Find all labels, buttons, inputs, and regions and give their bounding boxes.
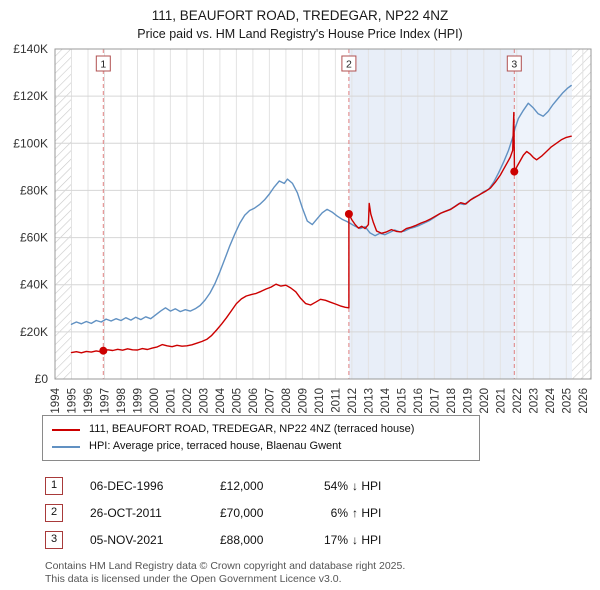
transaction-date: 26-OCT-2011 bbox=[90, 505, 162, 520]
y-tick-label: £20K bbox=[20, 325, 48, 339]
y-tick-label: £100K bbox=[13, 136, 48, 150]
hpi-percent: 54% bbox=[323, 478, 348, 493]
transaction-price: £12,000 bbox=[220, 478, 264, 493]
page-title: 111, BEAUFORT ROAD, TREDEGAR, NP22 4NZ bbox=[151, 8, 449, 23]
legend-label: 111, BEAUFORT ROAD, TREDEGAR, NP22 4NZ (… bbox=[89, 423, 415, 435]
x-tick-label: 2017 bbox=[429, 388, 441, 414]
x-tick-label: 1998 bbox=[116, 388, 128, 414]
x-tick-label: 2009 bbox=[297, 388, 309, 414]
x-tick-label: 2018 bbox=[446, 388, 458, 414]
plot-border bbox=[54, 48, 592, 380]
sale-number-flag: 3 bbox=[506, 55, 522, 72]
sale-number-flag: 2 bbox=[341, 55, 357, 72]
x-tick-label: 2010 bbox=[314, 388, 326, 414]
x-tick-label: 1997 bbox=[100, 388, 112, 414]
ownership-band bbox=[514, 49, 572, 379]
x-tick-label: 2001 bbox=[165, 388, 177, 414]
x-tick-label: 2026 bbox=[578, 388, 590, 414]
svg-text:1: 1 bbox=[100, 59, 106, 71]
x-tick-label: 2003 bbox=[198, 388, 210, 414]
transaction-number-badge: 2 bbox=[45, 503, 63, 522]
transaction-row: 3 05-NOV-2021 £88,000 17% ↓ HPI bbox=[45, 526, 600, 553]
y-tick-label: £120K bbox=[13, 89, 48, 103]
x-tick-label: 2023 bbox=[528, 388, 540, 414]
ownership-band bbox=[348, 49, 515, 379]
legend-item: HPI: Average price, terraced house, Blae… bbox=[52, 438, 470, 455]
sale-number-flag: 1 bbox=[95, 55, 111, 72]
transaction-row: 2 26-OCT-2011 £70,000 6% ↑ HPI bbox=[45, 499, 600, 526]
hpi-line bbox=[70, 84, 572, 325]
transactions-table: 1 06-DEC-1996 £12,000 54% ↓ HPI 2 26-OCT-2011 £… bbox=[45, 472, 600, 553]
y-tick-label: £140K bbox=[13, 43, 48, 56]
x-tick-label: 2000 bbox=[149, 388, 161, 414]
transaction-hpi-delta: 6% ↑ HPI bbox=[320, 505, 382, 520]
x-tick-label: 2011 bbox=[330, 388, 342, 413]
transaction-date: 05-NOV-2021 bbox=[90, 532, 164, 547]
x-tick-label: 2008 bbox=[281, 388, 293, 414]
sale-point-marker bbox=[344, 210, 353, 218]
footer-line2: This data is licensed under the Open Gov… bbox=[45, 573, 342, 585]
price-paid-line bbox=[70, 111, 572, 354]
chart-legend: 111, BEAUFORT ROAD, TREDEGAR, NP22 4NZ (… bbox=[42, 415, 480, 461]
x-tick-label: 2019 bbox=[462, 388, 474, 414]
y-tick-label: £60K bbox=[20, 231, 48, 245]
x-tick-label: 2007 bbox=[264, 388, 276, 414]
x-tick-label: 2016 bbox=[413, 388, 425, 414]
sale-point-marker bbox=[99, 346, 108, 355]
x-tick-label: 2024 bbox=[545, 387, 557, 413]
hpi-percent: 6% bbox=[330, 505, 348, 520]
x-tick-label: 2013 bbox=[363, 388, 375, 414]
x-tick-label: 2012 bbox=[347, 388, 359, 414]
transaction-hpi-delta: 17% ↓ HPI bbox=[320, 533, 381, 547]
sale-point-marker bbox=[510, 167, 519, 176]
x-tick-label: 2022 bbox=[512, 388, 524, 414]
x-tick-label: 2005 bbox=[231, 388, 243, 414]
svg-text:2: 2 bbox=[346, 59, 352, 71]
x-tick-label: 2006 bbox=[248, 388, 260, 414]
no-data-hatch-left bbox=[55, 49, 72, 379]
y-tick-label: £40K bbox=[20, 278, 48, 292]
x-tick-label: 2002 bbox=[182, 388, 194, 414]
legend-line-swatch bbox=[52, 428, 80, 431]
legend-label: HPI: Average price, terraced house, Blae… bbox=[89, 440, 342, 452]
x-tick-label: 1994 bbox=[50, 387, 62, 413]
transaction-date: 06-DEC-1996 bbox=[90, 478, 164, 493]
copyright-footer: Contains HM Land Registry data © Crown c… bbox=[45, 560, 600, 586]
transaction-price: £88,000 bbox=[220, 532, 264, 547]
transaction-number-badge: 3 bbox=[45, 530, 63, 549]
transaction-row: 1 06-DEC-1996 £12,000 54% ↓ HPI bbox=[45, 472, 600, 499]
transaction-hpi-delta: 54% ↓ HPI bbox=[320, 479, 381, 493]
page-subtitle: Price paid vs. HM Land Registry's House … bbox=[137, 27, 463, 41]
vertical-gridlines bbox=[54, 49, 584, 379]
x-tick-label: 2004 bbox=[215, 387, 227, 413]
y-tick-label: £80K bbox=[20, 183, 48, 197]
x-tick-label: 2014 bbox=[380, 387, 392, 413]
x-tick-label: 2015 bbox=[396, 388, 408, 414]
no-data-hatch-right bbox=[572, 49, 591, 379]
x-tick-label: 2020 bbox=[479, 388, 491, 414]
legend-line-swatch bbox=[52, 445, 80, 448]
hpi-percent: 17% bbox=[323, 532, 348, 547]
transaction-price: £70,000 bbox=[220, 505, 264, 520]
x-tick-label: 1999 bbox=[133, 388, 145, 414]
legend-item: 111, BEAUFORT ROAD, TREDEGAR, NP22 4NZ (… bbox=[52, 421, 470, 438]
price-history-chart: 1 2 3 £0 £20K £40K £60K £80K £100K £120K £140K 1994… bbox=[13, 43, 592, 414]
y-tick-label: £0 bbox=[35, 372, 49, 386]
svg-text:3: 3 bbox=[511, 59, 517, 71]
x-tick-label: 2021 bbox=[495, 388, 507, 414]
x-tick-label: 2025 bbox=[561, 388, 573, 414]
x-tick-label: 1995 bbox=[67, 388, 79, 414]
x-tick-label: 1996 bbox=[83, 388, 95, 414]
footer-line1: Contains HM Land Registry data © Crown c… bbox=[45, 560, 406, 572]
transaction-number-badge: 1 bbox=[45, 476, 63, 495]
